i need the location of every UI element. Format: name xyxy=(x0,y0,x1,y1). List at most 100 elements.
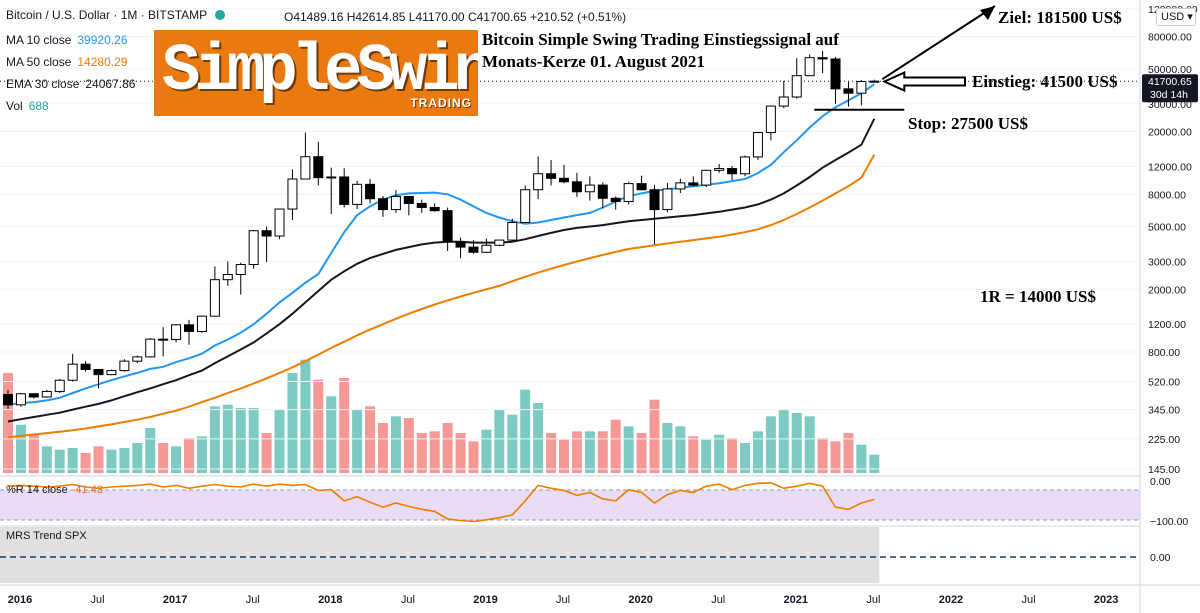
mrs-panel xyxy=(0,525,1200,583)
volume-bar xyxy=(520,389,531,473)
candle-body xyxy=(3,394,13,406)
candle-body xyxy=(145,338,156,358)
volume-bar xyxy=(171,446,182,473)
wr-value: -41.43 xyxy=(71,484,103,496)
volume-bar xyxy=(248,408,259,473)
price-tick-label: 225.00 xyxy=(1148,434,1180,446)
candle-body xyxy=(791,75,802,98)
volume-bar xyxy=(80,453,91,473)
volume-bar xyxy=(390,416,401,473)
price-tick-label: 345.00 xyxy=(1148,405,1180,417)
indicator-ma10[interactable]: MA 10 close 39920.26 xyxy=(6,33,127,48)
volume-bar xyxy=(313,379,324,473)
indicator-ema30[interactable]: EMA 30 close 24067.86 xyxy=(6,77,135,92)
volume-bar xyxy=(546,433,557,473)
candle-body xyxy=(727,168,738,175)
candle-body xyxy=(80,363,91,370)
currency-label: USD xyxy=(1161,11,1185,23)
entry-arrow xyxy=(881,70,966,93)
time-tick-label: 2017 xyxy=(163,594,187,606)
symbol-title[interactable]: Bitcoin / U.S. Dollar · 1M · BITSTAMP xyxy=(6,8,208,22)
volume-bar xyxy=(714,434,725,473)
time-tick-label: 2021 xyxy=(784,594,808,606)
volume-bar xyxy=(196,436,207,473)
volume-bar xyxy=(41,446,52,473)
price-tick-label: 8000.00 xyxy=(1148,189,1186,201)
candle-body xyxy=(28,393,39,398)
mrs-indicator-label[interactable]: MRS Trend SPX xyxy=(6,530,87,542)
volume-bar xyxy=(300,359,311,473)
candle-body xyxy=(274,208,285,237)
candle-body xyxy=(209,279,220,317)
time-axis: 2016 Jul 2017 Jul 2018 Jul 2019 Jul 2020 Jul 2021 J… xyxy=(0,584,1200,606)
candle-body xyxy=(481,244,492,253)
price-tick-label: 12000.00 xyxy=(1148,162,1192,174)
candle-body xyxy=(675,182,686,190)
countdown-label: 30d 14h xyxy=(1150,89,1188,101)
price-tick-label: 520.00 xyxy=(1148,377,1180,389)
indicator-label: MA 10 close xyxy=(6,33,72,47)
candle-body xyxy=(41,390,52,398)
indicator-label: EMA 30 close xyxy=(6,77,80,91)
volume-bar xyxy=(261,433,272,473)
candle-body xyxy=(339,176,350,205)
volume-bar xyxy=(106,449,117,473)
indicator-volume[interactable]: Vol 688 xyxy=(6,99,49,114)
volume-bar xyxy=(54,449,65,473)
volume-bar xyxy=(119,448,130,473)
candle-body xyxy=(196,315,207,332)
mrs-background xyxy=(0,527,880,583)
candle-body xyxy=(300,156,311,180)
price-tick-label: 50000.00 xyxy=(1148,64,1192,76)
annotation-target: Ziel: 181500 US$ xyxy=(998,8,1122,27)
candle-body xyxy=(54,379,65,392)
currency-dropdown[interactable]: USD ▾ xyxy=(1156,8,1196,26)
candle-body xyxy=(158,338,169,341)
price-tick-label: 5000.00 xyxy=(1148,221,1186,233)
volume-bar xyxy=(235,408,246,473)
volume-bar xyxy=(597,431,608,473)
chevron-down-icon: ▾ xyxy=(1187,11,1193,23)
target-arrowhead xyxy=(980,6,995,20)
candle-body xyxy=(804,57,815,77)
volume-bar xyxy=(791,413,802,473)
annotation-title-line2: Monats-Kerze 01. August 2021 xyxy=(482,52,705,71)
volume-bar xyxy=(843,433,854,473)
price-tick-label: 2000.00 xyxy=(1148,284,1186,296)
candle-body xyxy=(468,246,479,253)
symbol-row: Bitcoin / U.S. Dollar · 1M · BITSTAMP xyxy=(6,8,229,23)
indicator-ma50[interactable]: MA 50 close 14280.29 xyxy=(6,55,127,70)
logo-subtext: TRADING xyxy=(410,96,472,110)
volume-bar xyxy=(377,423,388,473)
candles xyxy=(3,50,880,409)
volume-bar xyxy=(571,431,582,473)
volume-bar xyxy=(688,436,699,473)
volume-bar xyxy=(869,454,880,473)
candle-body xyxy=(856,81,867,94)
candle-body xyxy=(352,183,363,205)
candle-body xyxy=(248,230,259,266)
volume-bar xyxy=(158,443,169,473)
volume-bar xyxy=(752,431,763,473)
candle-body xyxy=(106,370,117,376)
time-tick-label: Jul xyxy=(91,594,105,606)
volume-bar xyxy=(287,373,298,473)
candle-body xyxy=(326,176,337,179)
volume-bar xyxy=(507,414,518,473)
volume-bar xyxy=(481,429,492,473)
time-tick-label: Jul xyxy=(866,594,880,606)
wr-indicator-label[interactable]: %R 14 close -41.43 xyxy=(6,484,103,496)
volume-bar xyxy=(132,443,143,473)
candle-body xyxy=(235,264,246,276)
candle-body xyxy=(15,393,26,406)
candle-body xyxy=(403,195,414,204)
candle-body xyxy=(132,356,143,362)
candle-body xyxy=(313,156,324,179)
candle-body xyxy=(701,169,712,186)
williams-r-panel xyxy=(0,475,1200,523)
candle-body xyxy=(584,184,595,193)
moving-averages xyxy=(7,83,876,439)
volume-bar xyxy=(558,439,569,473)
